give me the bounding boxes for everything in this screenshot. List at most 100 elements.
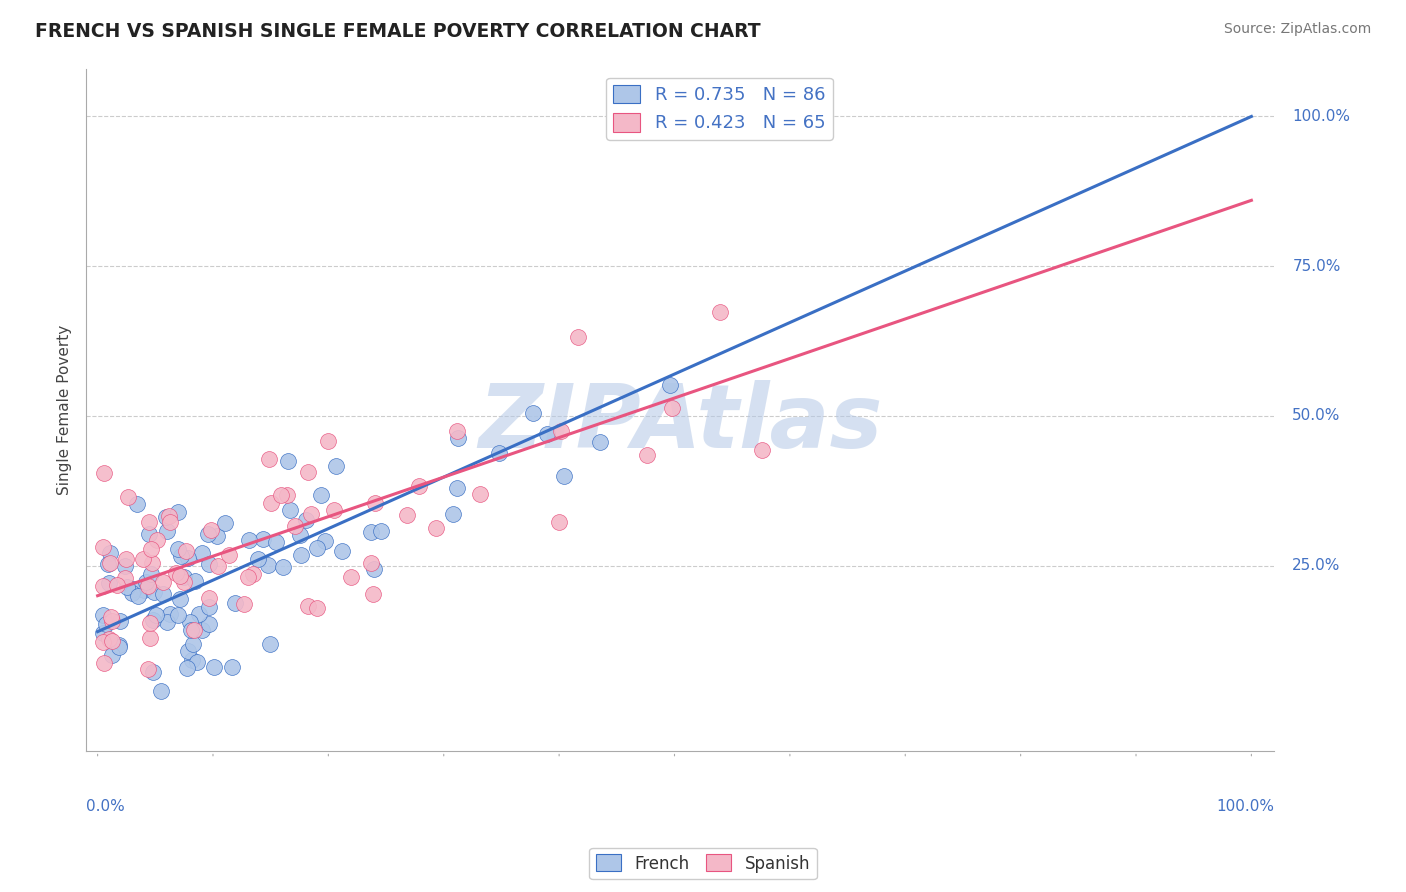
Point (183, 623, 205, 637)
Point (547, 515, 569, 529)
Point (138, 527, 160, 541)
Point (307, 541, 329, 555)
Point (159, 607, 181, 622)
Point (149, 684, 172, 698)
Text: 75.0%: 75.0% (1292, 259, 1341, 274)
Point (142, 665, 165, 679)
Point (125, 497, 148, 511)
Point (276, 488, 298, 502)
Point (190, 624, 212, 638)
Legend: French, Spanish: French, Spanish (589, 847, 817, 880)
Point (257, 558, 280, 572)
Point (447, 431, 470, 445)
Point (636, 448, 658, 462)
Text: 25.0%: 25.0% (1292, 558, 1341, 574)
Point (360, 556, 382, 570)
Point (280, 502, 302, 516)
Point (141, 556, 163, 570)
Point (166, 607, 188, 622)
Point (170, 549, 193, 564)
Legend: R = 0.735   N = 86, R = 0.423   N = 65: R = 0.735 N = 86, R = 0.423 N = 65 (606, 78, 832, 140)
Point (751, 443, 773, 458)
Text: 0.0%: 0.0% (86, 799, 125, 814)
Point (134, 583, 156, 598)
Point (363, 562, 385, 576)
Point (141, 566, 163, 581)
Point (127, 589, 149, 603)
Point (98, 546, 121, 560)
Point (167, 541, 190, 556)
Text: 50.0%: 50.0% (1292, 409, 1341, 424)
Point (360, 525, 382, 540)
Point (107, 640, 129, 655)
Point (100, 633, 122, 648)
Point (138, 616, 160, 631)
Point (177, 551, 200, 566)
Point (290, 528, 312, 542)
Point (395, 508, 418, 523)
Point (93, 635, 115, 649)
Point (567, 329, 589, 343)
Point (214, 516, 236, 531)
Point (468, 487, 491, 501)
Point (114, 571, 136, 585)
Point (488, 446, 510, 460)
Point (247, 551, 270, 566)
Point (197, 527, 219, 541)
Point (425, 521, 447, 535)
Point (93, 540, 115, 554)
Point (207, 558, 229, 573)
Point (93, 466, 115, 480)
Point (143, 584, 166, 599)
Point (136, 579, 159, 593)
Point (297, 465, 319, 479)
Point (93, 579, 115, 593)
Point (257, 451, 280, 466)
Point (101, 614, 124, 628)
Point (183, 636, 205, 650)
Point (202, 659, 225, 673)
Point (364, 496, 387, 510)
Point (114, 559, 136, 574)
Point (142, 613, 165, 627)
Point (270, 488, 292, 502)
Point (98, 556, 121, 570)
Point (156, 615, 179, 629)
Point (277, 454, 299, 468)
Point (117, 580, 139, 594)
Point (174, 543, 197, 558)
Point (167, 505, 190, 519)
Point (97, 632, 120, 647)
Point (205, 529, 228, 543)
Point (323, 502, 346, 516)
Point (709, 305, 731, 319)
Point (157, 509, 180, 524)
Point (316, 434, 339, 449)
Point (139, 631, 162, 645)
Point (301, 507, 323, 521)
Point (141, 542, 163, 557)
Point (146, 533, 169, 547)
Point (330, 544, 353, 558)
Point (101, 648, 124, 663)
Text: 100.0%: 100.0% (1292, 109, 1350, 124)
Point (117, 490, 139, 504)
Point (297, 599, 319, 613)
Point (186, 655, 208, 669)
Point (325, 459, 347, 474)
Point (121, 585, 143, 599)
Y-axis label: Single Female Poverty: Single Female Poverty (58, 325, 72, 495)
Point (145, 607, 167, 622)
Point (105, 578, 128, 592)
Point (93, 625, 115, 640)
Point (179, 615, 201, 629)
Point (271, 559, 294, 574)
Point (184, 574, 207, 588)
Point (97, 576, 120, 591)
Point (115, 552, 138, 566)
Point (165, 566, 187, 581)
Point (108, 638, 131, 652)
Point (284, 518, 307, 533)
Text: ZIPAtlas: ZIPAtlas (478, 380, 883, 467)
Point (550, 425, 572, 439)
